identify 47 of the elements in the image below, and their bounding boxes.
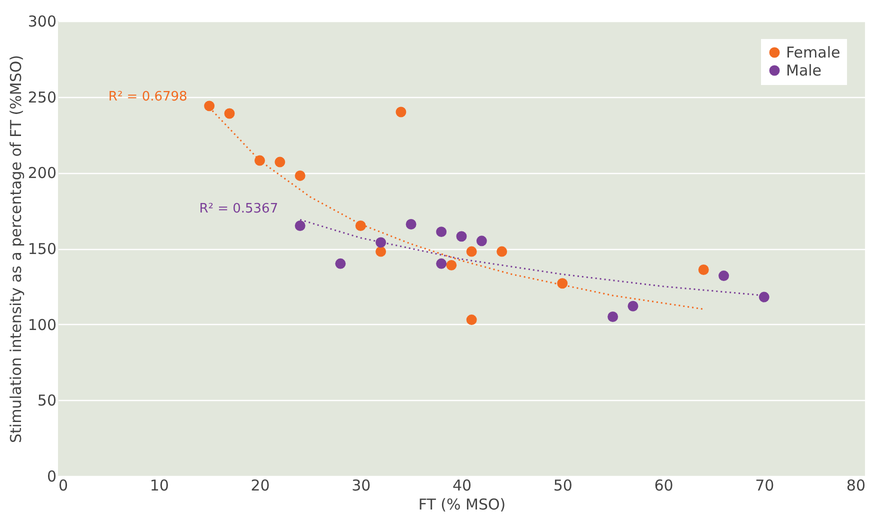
- y-tick-label: 200: [28, 164, 56, 182]
- annotation: R² = 0.6798: [108, 89, 188, 104]
- point: [466, 314, 477, 326]
- point: [355, 220, 366, 231]
- point: [476, 236, 487, 246]
- point: [718, 270, 730, 282]
- point: [557, 278, 568, 289]
- point: [466, 246, 477, 257]
- point: [254, 155, 265, 166]
- x-tick-label: 0: [58, 476, 68, 494]
- annotation: R² = 0.5367: [199, 202, 278, 217]
- x-tick-label: 20: [250, 476, 270, 494]
- legend-label: Male: [786, 62, 822, 80]
- point: [436, 258, 447, 269]
- x-tick-label: 70: [755, 476, 774, 494]
- point: [446, 260, 457, 270]
- y-tick-label: 150: [28, 240, 56, 258]
- x-tick-label: 50: [553, 476, 572, 494]
- point: [436, 226, 447, 238]
- point: [274, 156, 286, 168]
- y-tick-label: 100: [28, 316, 56, 334]
- point: [698, 264, 709, 275]
- point: [608, 312, 618, 322]
- point: [406, 219, 416, 230]
- y-tick-label: 300: [28, 12, 56, 30]
- x-tick-label: 10: [150, 476, 169, 494]
- point: [758, 292, 770, 302]
- y-tick-label: 250: [28, 88, 56, 106]
- x-tick-label: 60: [654, 476, 674, 494]
- x-tick-label: 80: [846, 476, 866, 494]
- point: [396, 106, 406, 118]
- y-axis-title: Stimulation intensity as a percentage of FT (%MSO): [6, 55, 25, 443]
- point: [335, 258, 346, 269]
- point: [204, 100, 215, 112]
- point: [628, 300, 638, 312]
- point: [376, 237, 386, 248]
- x-tick-label: 30: [352, 476, 371, 494]
- y-tick-label: 50: [37, 392, 56, 410]
- x-tick-label: 40: [452, 476, 472, 494]
- point: [376, 246, 386, 257]
- point: [294, 170, 306, 181]
- point: [456, 231, 467, 242]
- point: [224, 108, 235, 119]
- x-axis-title: FT (% MSO): [418, 496, 506, 514]
- point: [496, 246, 508, 257]
- legend-label: Female: [786, 44, 840, 62]
- point: [294, 220, 306, 231]
